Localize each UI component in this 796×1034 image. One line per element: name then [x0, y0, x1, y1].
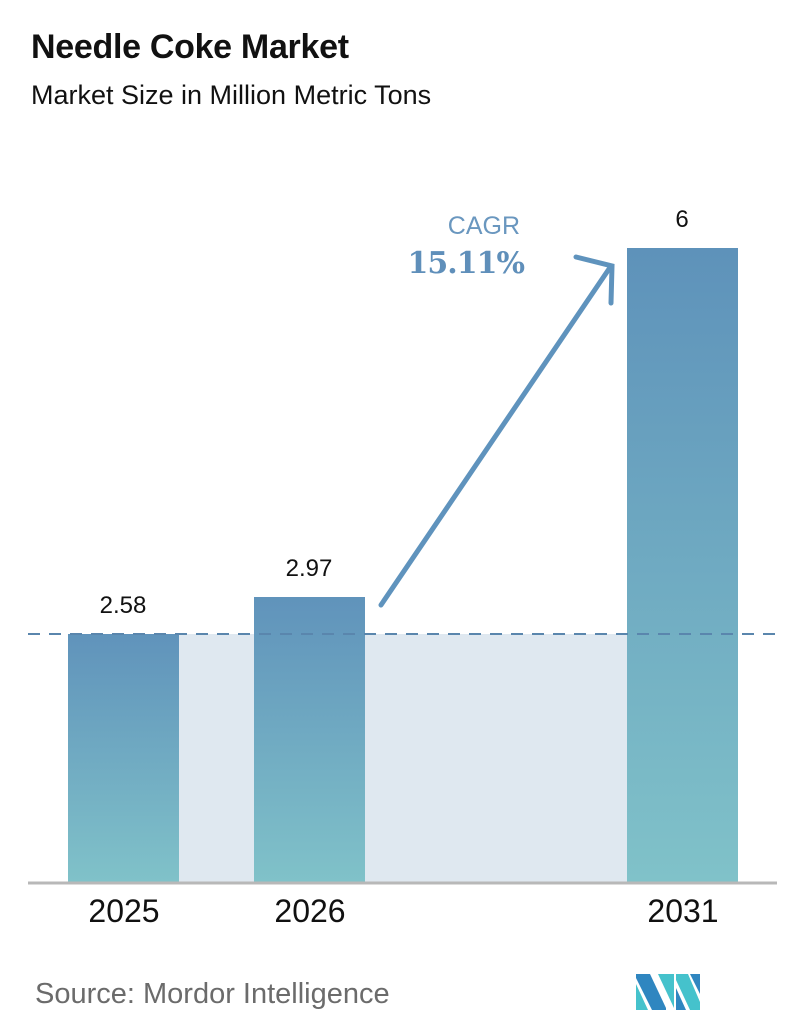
- bar-value-2025: 2.58: [99, 592, 147, 619]
- bar-2031[interactable]: [627, 248, 738, 883]
- x-tick-2026: 2026: [274, 893, 346, 929]
- x-tick-2031: 2031: [647, 893, 719, 929]
- cagr-value: 15.11%: [407, 246, 525, 281]
- bar-2026[interactable]: [254, 597, 365, 883]
- cagr-label: CAGR: [447, 212, 520, 240]
- bar-2025[interactable]: [68, 634, 179, 883]
- baseline-band: [68, 634, 738, 883]
- chart-subtitle: Market Size in Million Metric Tons: [31, 80, 432, 110]
- bar-value-2031: 6: [675, 206, 689, 233]
- x-tick-2025: 2025: [88, 893, 160, 929]
- bar-value-2026: 2.97: [285, 555, 333, 582]
- source-text: Source: Mordor Intelligence: [35, 978, 390, 1010]
- cagr-arrow-icon: [378, 254, 615, 608]
- chart-title: Needle Coke Market: [31, 28, 349, 66]
- mordor-intelligence-logo-icon: [636, 974, 700, 1010]
